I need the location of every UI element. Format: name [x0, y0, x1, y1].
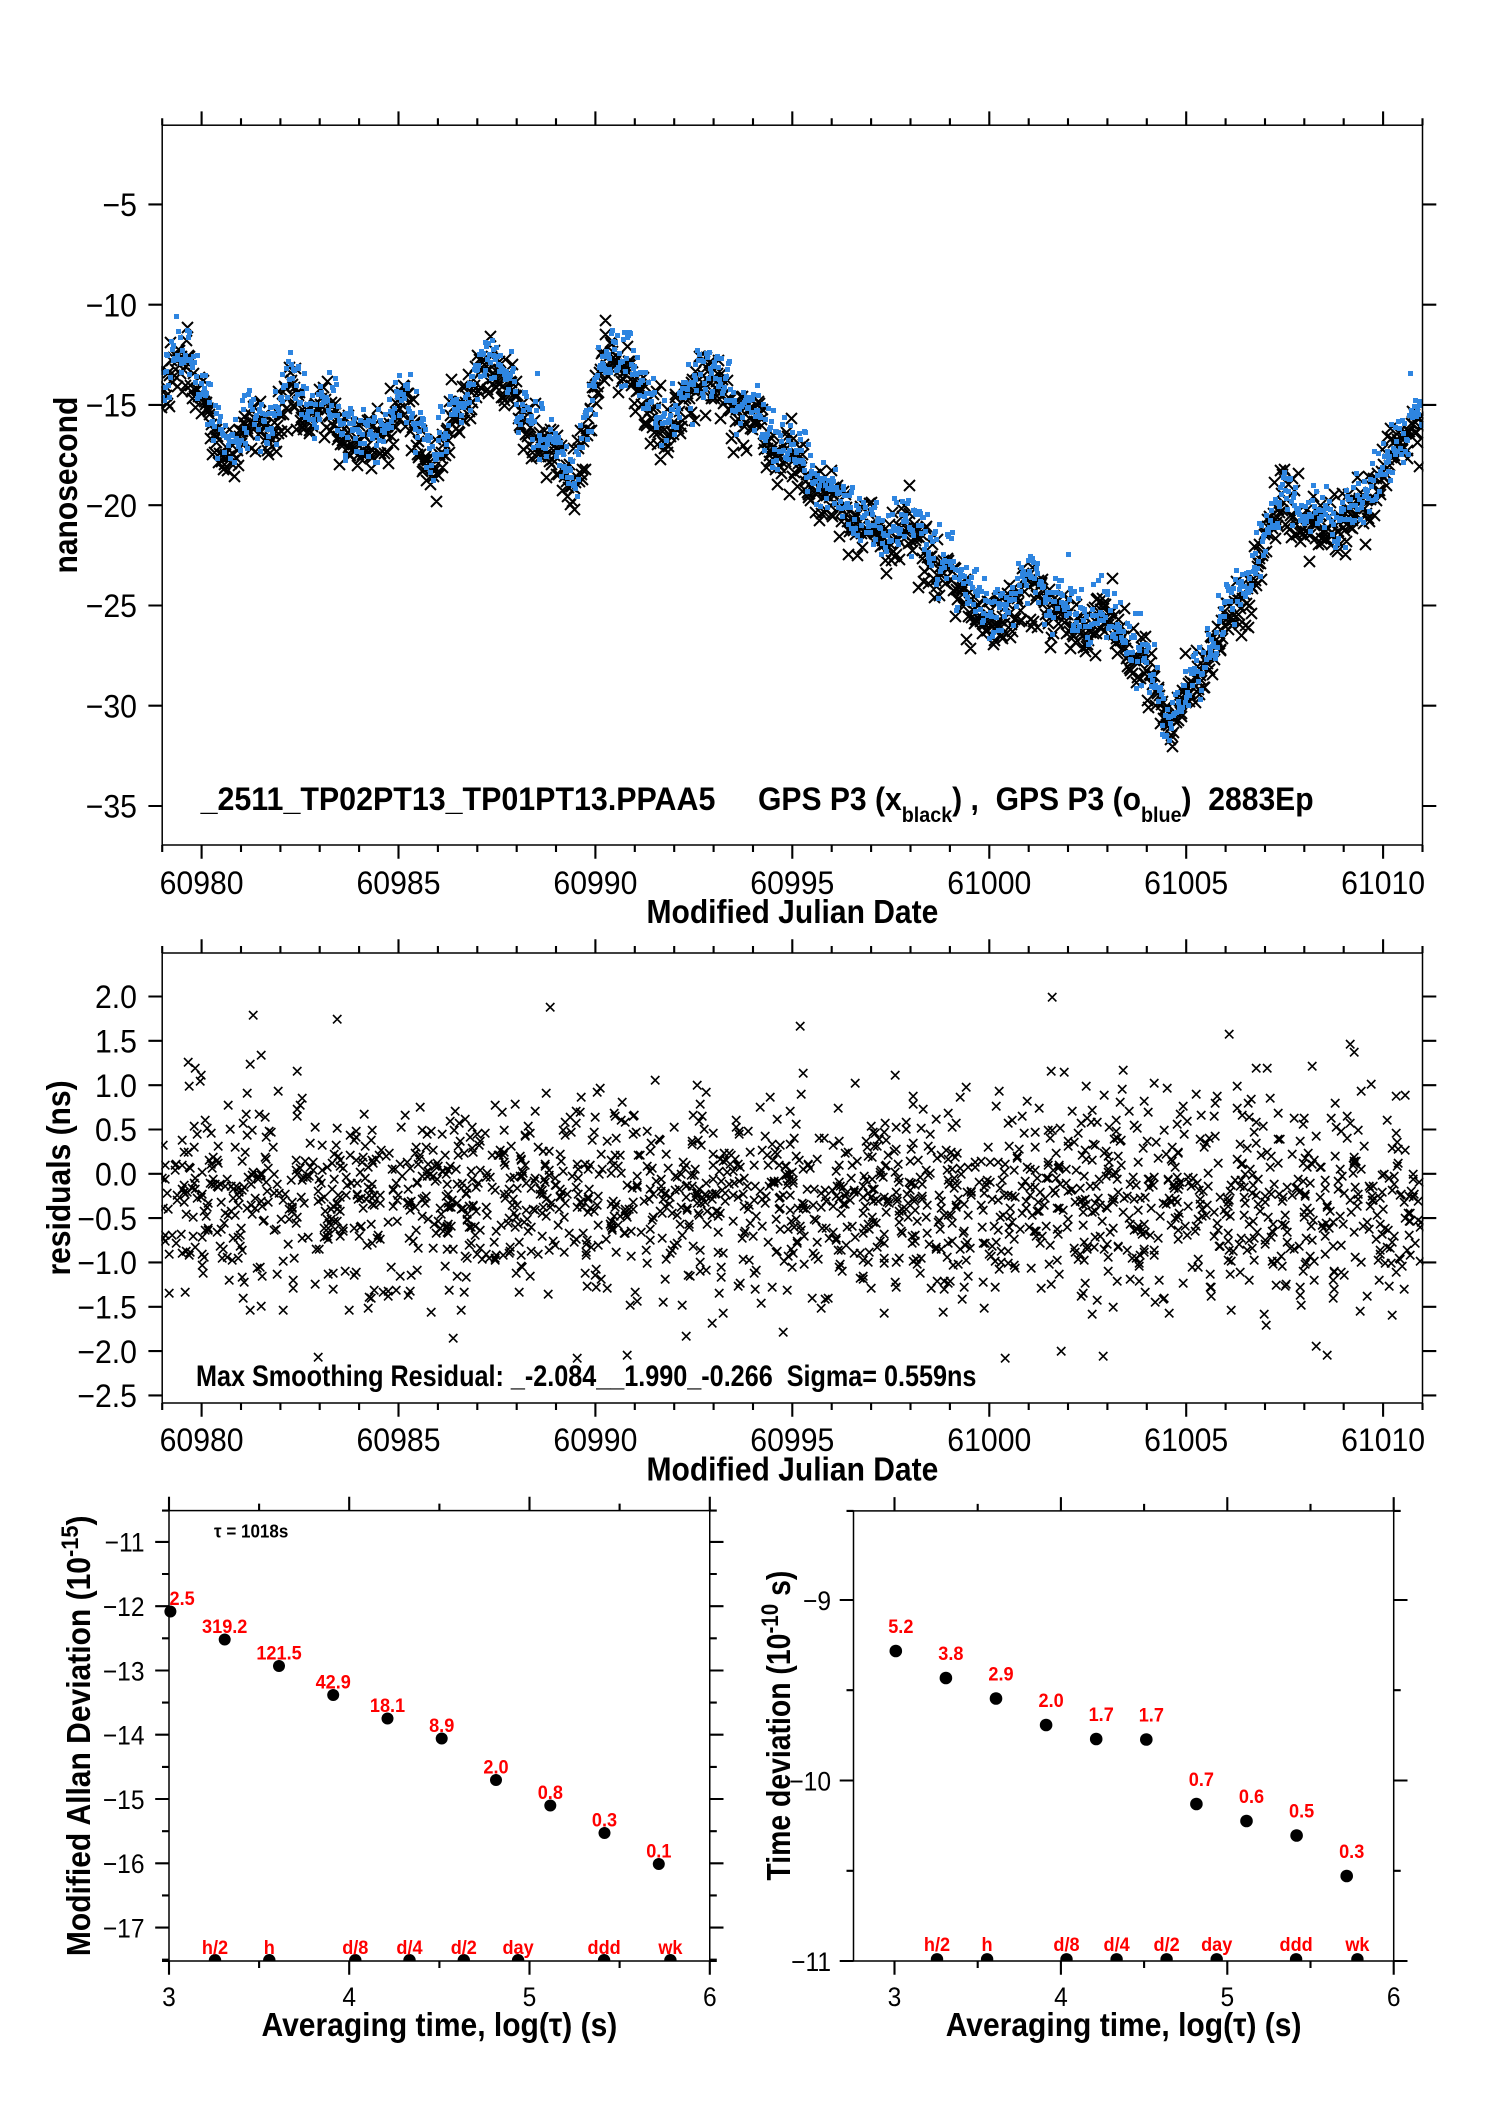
svg-text:60980: 60980: [160, 865, 244, 901]
svg-text:d/2: d/2: [1154, 1933, 1180, 1955]
svg-text:−17: −17: [103, 1914, 145, 1943]
svg-text:4: 4: [1054, 1983, 1068, 2012]
svg-text:60985: 60985: [356, 1422, 440, 1458]
svg-text:5.2: 5.2: [888, 1615, 913, 1637]
svg-text:60990: 60990: [553, 1422, 637, 1458]
svg-text:h: h: [982, 1933, 993, 1955]
svg-text:0.5: 0.5: [1289, 1800, 1314, 1822]
svg-text:−9: −9: [803, 1587, 831, 1616]
svg-text:8.9: 8.9: [429, 1714, 454, 1736]
svg-text:1.7: 1.7: [1089, 1703, 1114, 1725]
svg-text:day: day: [502, 1936, 534, 1958]
svg-text:d/4: d/4: [1104, 1933, 1131, 1955]
svg-text:−10: −10: [86, 287, 137, 323]
svg-text:residuals (ns): residuals (ns): [40, 1080, 78, 1275]
svg-text:−16: −16: [103, 1850, 145, 1879]
svg-text:60990: 60990: [553, 865, 637, 901]
svg-text:2.0: 2.0: [483, 1756, 508, 1778]
svg-text:0.3: 0.3: [592, 1809, 617, 1831]
svg-text:0.6: 0.6: [1239, 1785, 1264, 1807]
svg-text:−5: −5: [103, 187, 137, 223]
svg-text:−2.5: −2.5: [77, 1378, 137, 1414]
svg-text:0.5: 0.5: [95, 1112, 137, 1148]
svg-text:2.9: 2.9: [988, 1663, 1013, 1685]
svg-text:Averaging time, log(τ) (s): Averaging time, log(τ) (s): [946, 2006, 1302, 2044]
svg-text:−1.0: −1.0: [77, 1245, 137, 1281]
svg-text:4: 4: [342, 1983, 356, 2012]
svg-text:61000: 61000: [947, 865, 1031, 901]
svg-text:61005: 61005: [1144, 1422, 1228, 1458]
svg-text:ddd: ddd: [1279, 1933, 1312, 1955]
svg-text:0.0: 0.0: [95, 1157, 137, 1193]
svg-text:319.2: 319.2: [202, 1615, 247, 1637]
svg-text:ddd: ddd: [587, 1936, 620, 1958]
svg-text:−10: −10: [789, 1767, 831, 1796]
svg-text:Modified Julian Date: Modified Julian Date: [646, 893, 938, 931]
svg-text:61010: 61010: [1341, 865, 1425, 901]
svg-text:−20: −20: [86, 488, 137, 524]
svg-text:d/4: d/4: [396, 1936, 423, 1958]
svg-text:60985: 60985: [356, 865, 440, 901]
svg-text:1.5: 1.5: [95, 1024, 137, 1060]
svg-text:−25: −25: [86, 588, 137, 624]
svg-text:−1.5: −1.5: [77, 1290, 137, 1326]
svg-text:6: 6: [703, 1983, 717, 2012]
svg-text:1.0: 1.0: [95, 1068, 137, 1104]
svg-text:−2.0: −2.0: [77, 1334, 137, 1370]
svg-text:Modified Julian Date: Modified Julian Date: [646, 1450, 938, 1488]
svg-text:0.3: 0.3: [1339, 1840, 1364, 1862]
svg-text:0.8: 0.8: [538, 1781, 563, 1803]
svg-text:5: 5: [1220, 1983, 1234, 2012]
svg-text:121.5: 121.5: [256, 1642, 301, 1664]
svg-text:0.1: 0.1: [646, 1840, 671, 1862]
svg-text:nanosecond: nanosecond: [47, 397, 85, 574]
svg-text:−30: −30: [86, 688, 137, 724]
svg-text:−11: −11: [791, 1948, 831, 1977]
svg-text:6: 6: [1387, 1983, 1401, 2012]
svg-text:h/2: h/2: [202, 1936, 228, 1958]
svg-text:61010: 61010: [1341, 1422, 1425, 1458]
svg-text:60980: 60980: [160, 1422, 244, 1458]
svg-text:−0.5: −0.5: [77, 1201, 137, 1237]
svg-text:−12: −12: [103, 1593, 145, 1622]
svg-text:−14: −14: [103, 1721, 145, 1750]
svg-text:60995: 60995: [750, 865, 834, 901]
svg-text:d/8: d/8: [342, 1936, 368, 1958]
svg-text:5: 5: [523, 1983, 537, 2012]
svg-text:τ = 1018s: τ = 1018s: [214, 1521, 288, 1542]
svg-text:2.0: 2.0: [95, 979, 137, 1015]
svg-text:wk: wk: [1344, 1933, 1370, 1955]
svg-text:−11: −11: [105, 1529, 145, 1558]
svg-text:−13: −13: [103, 1657, 145, 1686]
svg-text:Max Smoothing Residual: _-2.08: Max Smoothing Residual: _-2.084__1.990_-…: [196, 1359, 976, 1393]
svg-text:3: 3: [888, 1983, 902, 2012]
svg-text:d/2: d/2: [451, 1936, 477, 1958]
svg-text:61000: 61000: [947, 1422, 1031, 1458]
svg-text:3.8: 3.8: [938, 1642, 963, 1664]
svg-text:Averaging time, log(τ) (s): Averaging time, log(τ) (s): [262, 2006, 618, 2044]
svg-text:18.1: 18.1: [370, 1694, 405, 1716]
svg-text:2.5: 2.5: [170, 1587, 195, 1609]
svg-text:−15: −15: [103, 1786, 145, 1815]
svg-text:0.7: 0.7: [1189, 1768, 1214, 1790]
svg-text:1.7: 1.7: [1139, 1704, 1164, 1726]
svg-text:−35: −35: [86, 789, 137, 825]
svg-text:h: h: [264, 1936, 275, 1958]
svg-text:wk: wk: [657, 1936, 683, 1958]
svg-text:Time deviation (10-10 s): Time deviation (10-10 s): [757, 1571, 798, 1881]
svg-text:3: 3: [162, 1983, 176, 2012]
svg-text:−15: −15: [86, 388, 137, 424]
svg-text:Modified Allan Deviation (10-1: Modified Allan Deviation (10-15): [56, 1515, 97, 1956]
svg-text:d/8: d/8: [1053, 1933, 1079, 1955]
svg-text:60995: 60995: [750, 1422, 834, 1458]
svg-text:h/2: h/2: [924, 1933, 950, 1955]
svg-text:61005: 61005: [1144, 865, 1228, 901]
svg-text:day: day: [1201, 1933, 1233, 1955]
svg-text:_2511_TP02PT13_TP01PT13.PPAA5: _2511_TP02PT13_TP01PT13.PPAA5: [200, 781, 716, 817]
svg-text:42.9: 42.9: [316, 1671, 351, 1693]
svg-text:2.0: 2.0: [1039, 1689, 1064, 1711]
